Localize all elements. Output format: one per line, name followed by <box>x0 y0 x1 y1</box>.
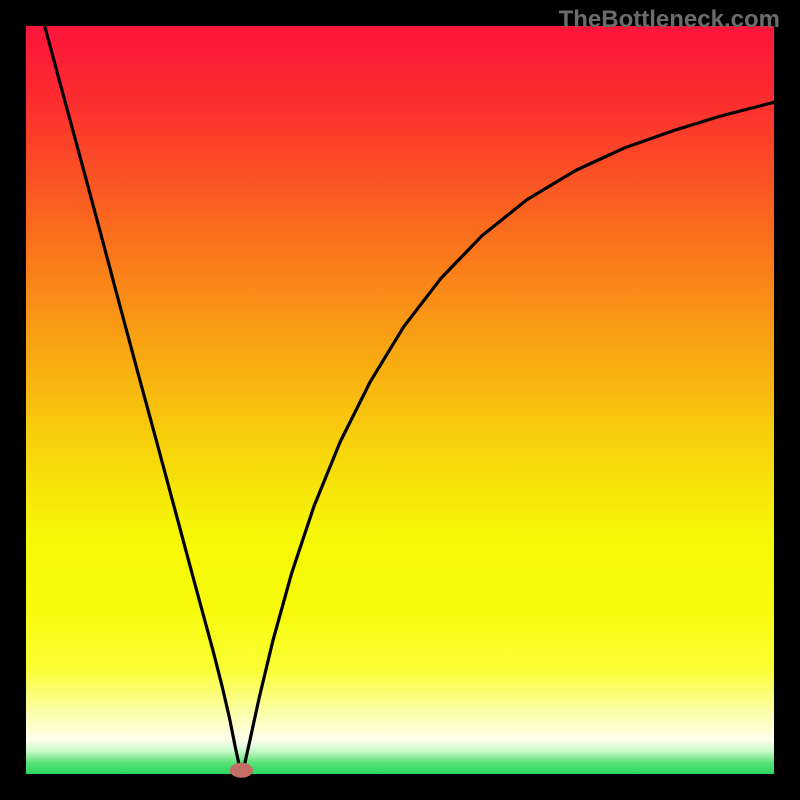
chart-container: TheBottleneck.com <box>0 0 800 800</box>
bottleneck-chart <box>0 0 800 800</box>
chart-background <box>26 26 774 774</box>
minimum-marker <box>230 763 252 777</box>
